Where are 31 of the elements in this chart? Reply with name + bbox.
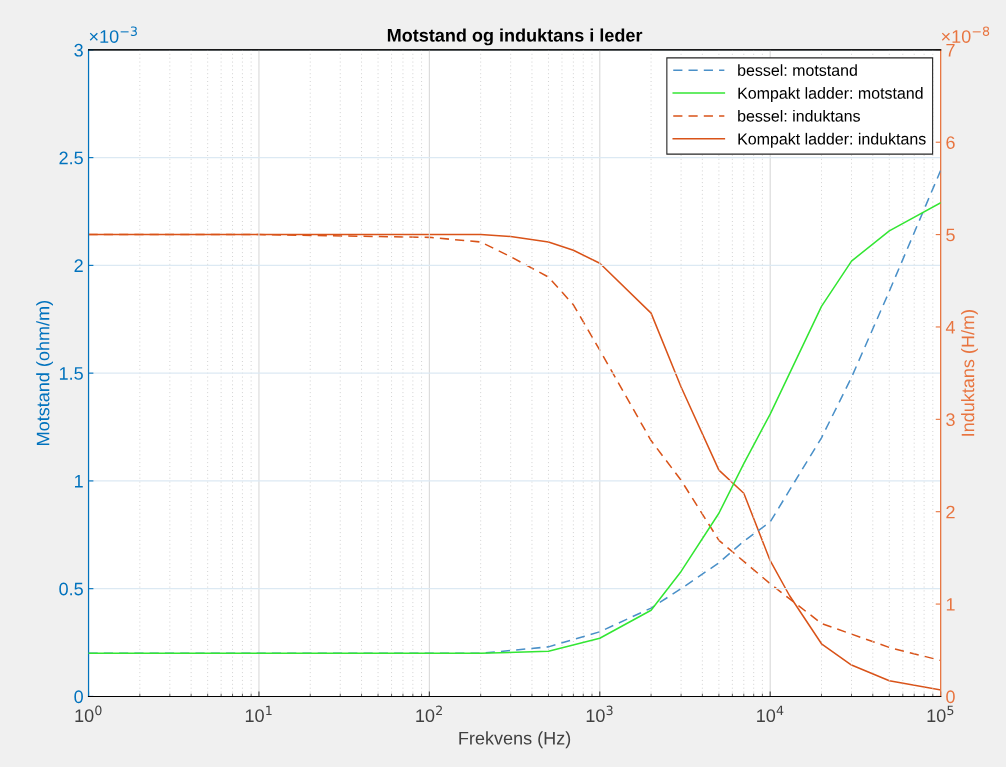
y2-tick-label: 1 [946,598,955,611]
y2-axis-title: Induktans (H/m) [961,310,978,436]
y-tick-label: 1 [75,475,83,488]
y2-tick-label: 0 [946,690,955,704]
y-axis-title: Motstand (ohm/m) [36,301,54,445]
y-tick-label: 0.5 [59,582,83,596]
x-tick-label: 10$^{5}$ [927,705,954,723]
x-tick-label: 10$^{1}$ [245,705,272,723]
y2-tick-label: 2 [946,505,955,519]
chart-title: Motstand og induktans i leder [387,28,643,46]
y2-tick-label: 5 [946,228,955,242]
text: ×10$^{−8}$ [941,26,990,43]
y-tick-label: 1.5 [59,367,83,380]
legend-label: Kompakt ladder: motstand [738,87,923,102]
x-tick-label: 10$^{0}$ [75,705,102,723]
y-tick-label: 0 [74,690,83,704]
y2-tick-label: 4 [945,321,955,334]
y2-tick-label: 6 [946,136,955,149]
y-tick-label: 3 [74,43,83,57]
y2-tick-label: 7 [946,43,955,57]
text: ×10$^{−3}$ [89,26,137,43]
x-tick-label: 10$^{3}$ [586,705,613,723]
y-tick-label: 2.5 [59,151,83,165]
legend-label: bessel: induktans [738,109,860,122]
x-axis-title: Frekvens (Hz) [459,731,571,749]
x-tick-label: 10$^{4}$ [757,705,784,723]
x-tick-label: 10$^{2}$ [416,705,442,723]
y2-tick-label: 3 [946,413,955,427]
y-tick-label: 2 [74,259,83,272]
legend-label: bessel: motstand [738,64,857,76]
legend-label: Kompakt ladder: induktans [738,132,926,148]
